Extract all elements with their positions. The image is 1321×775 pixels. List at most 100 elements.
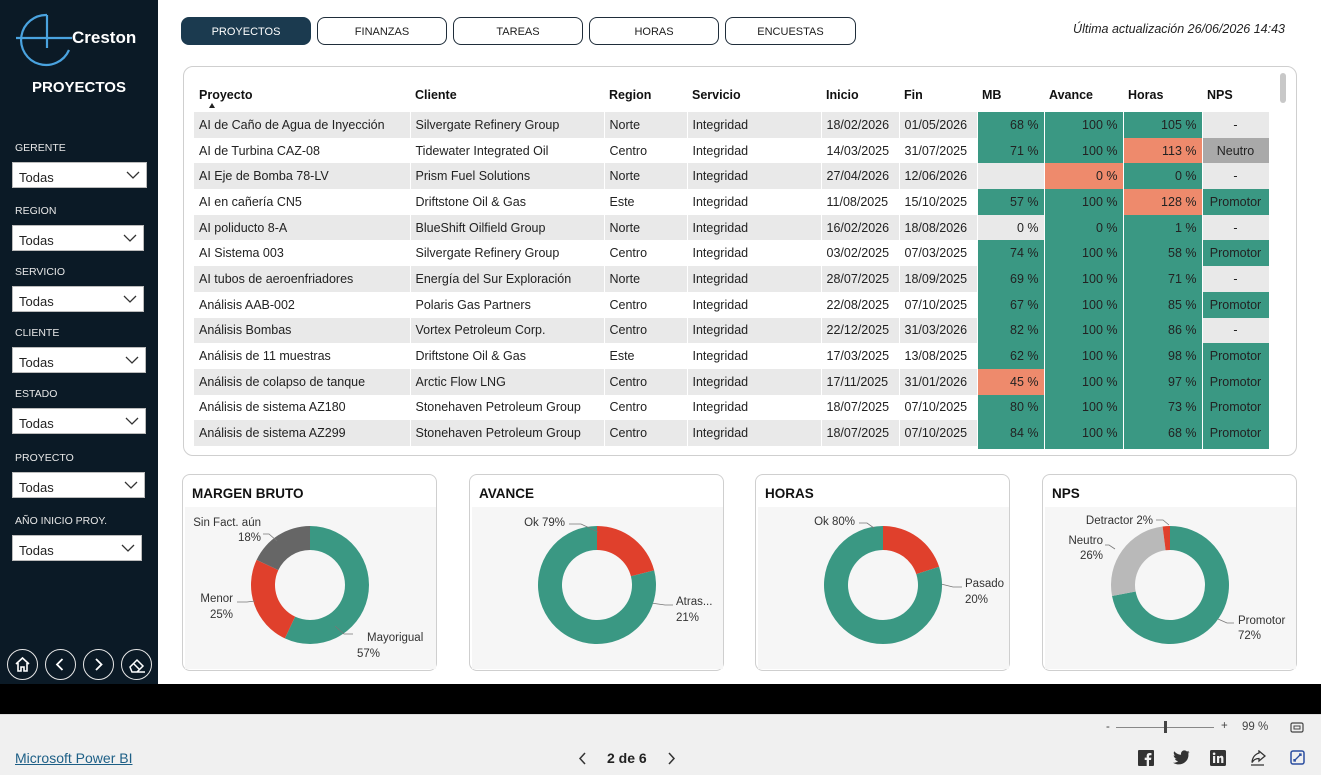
column-header-servicio[interactable]: Servicio xyxy=(692,87,741,102)
donut-slice-pasado[interactable] xyxy=(883,526,940,575)
column-header-nps[interactable]: NPS xyxy=(1207,87,1233,102)
kpi-card-nps[interactable]: NPS Promotor 72% Neutro 26% Detractor 2% xyxy=(1042,474,1297,671)
donut-slice-detractor[interactable] xyxy=(1162,526,1170,551)
cell-mb: 57 % xyxy=(977,189,1045,215)
table-row[interactable]: Análisis AAB-002 Polaris Gas Partners Cent… xyxy=(194,291,1269,318)
column-header-cliente[interactable]: Cliente xyxy=(415,87,457,102)
cell-cliente: Vortex Petroleum Corp. xyxy=(410,317,605,344)
tab-proyectos[interactable]: PROYECTOS xyxy=(181,17,311,45)
cell-region: Norte xyxy=(604,445,688,449)
cell-mb: 63 % xyxy=(977,445,1045,449)
filter-dropdown-proyecto[interactable]: Todas xyxy=(12,472,145,498)
cell-proyecto: AI en cañería CN5 xyxy=(194,189,411,215)
table-row[interactable]: AI de Turbina CAZ-08 Tidewater Integrated… xyxy=(194,137,1269,164)
filter-dropdown-cliente[interactable]: Todas xyxy=(12,347,146,373)
donut-slice-neutro[interactable] xyxy=(1111,526,1166,597)
tab-tareas[interactable]: TAREAS xyxy=(453,17,583,45)
donut-slice-ok[interactable] xyxy=(538,526,656,644)
next-page-icon[interactable] xyxy=(666,752,676,765)
cell-inicio: 17/11/2025 xyxy=(821,368,900,395)
cell-proyecto: Análisis de sistema AZ299 xyxy=(194,420,411,446)
cell-inicio: 23/06/2025 xyxy=(821,445,900,449)
cell-horas: 0 % xyxy=(1123,163,1203,190)
column-header-horas[interactable]: Horas xyxy=(1128,87,1164,102)
donut-slice-promotor[interactable] xyxy=(1112,526,1229,644)
donut-slice-sin-fact-aun[interactable] xyxy=(256,526,310,571)
table-row[interactable]: AI de Caño de Agua de Inyección Silvergat… xyxy=(194,112,1269,138)
filter-label-cliente: CLIENTE xyxy=(15,327,60,339)
column-header-proyecto[interactable]: Proyecto xyxy=(199,87,253,102)
table-header-row: Proyecto Cliente Region Servicio Inicio Fin MB… xyxy=(194,77,1269,112)
canvas-bottom-bar xyxy=(0,684,1321,714)
filter-dropdown-ano-inicio-proy[interactable]: Todas xyxy=(12,535,142,561)
filter-dropdown-region[interactable]: Todas xyxy=(12,225,144,251)
fullscreen-icon[interactable] xyxy=(1290,750,1305,765)
cell-horas: 73 % xyxy=(1123,394,1203,421)
column-header-avance[interactable]: Avance xyxy=(1049,87,1094,102)
donut-slice-mayorigual[interactable] xyxy=(284,526,369,644)
filter-value: Todas xyxy=(19,355,54,370)
cell-proyecto: Análisis AAB-002 xyxy=(194,291,411,318)
table-row[interactable]: Análisis de TermocuplasSilvergate Refine… xyxy=(194,445,1269,449)
zoom-in-button[interactable]: + xyxy=(1221,720,1228,732)
facebook-icon[interactable] xyxy=(1138,750,1154,766)
table-row[interactable]: AI Eje de Bomba 78-LV Prism Fuel Solution… xyxy=(194,163,1269,190)
zoom-out-button[interactable]: - xyxy=(1106,721,1110,733)
filter-dropdown-gerente[interactable]: Todas xyxy=(12,162,147,188)
linkedin-icon[interactable] xyxy=(1210,750,1226,766)
table-row[interactable]: Análisis de colapso de tanque Arctic Flow… xyxy=(194,368,1269,395)
donut-slice-ok[interactable] xyxy=(824,526,942,644)
cell-proyecto: Análisis Bombas xyxy=(194,317,411,344)
projects-table[interactable]: Proyecto Cliente Region Servicio Inicio Fin MB… xyxy=(194,77,1269,449)
home-button[interactable] xyxy=(7,649,38,680)
zoom-slider-thumb[interactable] xyxy=(1164,721,1167,733)
powerbi-link[interactable]: Microsoft Power BI xyxy=(15,750,133,766)
filter-dropdown-servicio[interactable]: Todas xyxy=(12,286,144,312)
cell-fin: 31/03/2026 xyxy=(899,317,978,344)
table-row[interactable]: AI poliducto 8-A BlueShift Oilfield Group… xyxy=(194,214,1269,241)
cell-horas: 97 % xyxy=(1123,368,1203,395)
chevron-left-icon xyxy=(55,658,64,671)
table-row[interactable]: Análisis de sistema AZ299 Stonehaven Petr… xyxy=(194,420,1269,446)
tab-finanzas[interactable]: FINANZAS xyxy=(317,17,447,45)
slice-label: Promotor xyxy=(1238,615,1285,627)
kpi-card-avance[interactable]: AVANCE Atras... 21% Ok 79% xyxy=(469,474,724,671)
table-scrollbar[interactable] xyxy=(1280,73,1286,103)
cell-avance: 100 % xyxy=(1044,240,1124,267)
cell-nps: - xyxy=(1202,163,1269,190)
chevron-down-icon xyxy=(125,417,139,425)
table-row[interactable]: Análisis de sistema AZ180 Stonehaven Petr… xyxy=(194,394,1269,421)
brand-name: Creston xyxy=(72,28,137,47)
leader-line xyxy=(650,602,673,606)
column-header-inicio[interactable]: Inicio xyxy=(826,87,859,102)
kpi-card-horas[interactable]: HORAS Pasado 20% Ok 80% xyxy=(755,474,1010,671)
twitter-icon[interactable] xyxy=(1173,750,1190,765)
donut-chart: Mayorigual 57% Menor 25% Sin Fact. aún 18% xyxy=(193,517,423,660)
cell-inicio: 18/02/2026 xyxy=(821,112,900,138)
table-row[interactable]: AI en cañería CN5 Driftstone Oil & Gas Est… xyxy=(194,189,1269,215)
donut-slice-atras[interactable] xyxy=(597,526,655,577)
column-header-mb[interactable]: MB xyxy=(982,87,1002,102)
table-row[interactable]: AI Sistema 003 Silvergate Refinery Group C… xyxy=(194,240,1269,267)
fit-to-page-icon[interactable] xyxy=(1290,722,1304,733)
filter-dropdown-estado[interactable]: Todas xyxy=(12,408,146,434)
forward-button[interactable] xyxy=(83,649,114,680)
cell-avance: 100 % xyxy=(1044,343,1124,369)
column-header-fin[interactable]: Fin xyxy=(904,87,923,102)
cell-nps: Promotor xyxy=(1202,445,1269,449)
table-row[interactable]: Análisis Bombas Vortex Petroleum Corp. Cen… xyxy=(194,317,1269,344)
table-row[interactable]: AI tubos de aeroenfriadores Energía del S… xyxy=(194,266,1269,292)
tab-horas[interactable]: HORAS xyxy=(589,17,719,45)
sort-ascending-icon[interactable] xyxy=(209,103,215,108)
kpi-card-margen-bruto[interactable]: MARGEN BRUTO Mayorigual 57% Menor 25% Sin Fac… xyxy=(182,474,437,671)
last-update-text: Última actualización 26/06/2026 14:43 xyxy=(1073,22,1285,36)
tab-encuestas[interactable]: ENCUESTAS xyxy=(725,17,856,45)
column-header-region[interactable]: Region xyxy=(609,87,652,102)
donut-slice-menor[interactable] xyxy=(251,559,296,639)
back-button[interactable] xyxy=(45,649,76,680)
clear-filters-button[interactable] xyxy=(121,649,152,680)
cell-servicio: Integridad xyxy=(687,214,822,241)
previous-page-icon[interactable] xyxy=(578,752,588,765)
share-icon[interactable] xyxy=(1250,750,1266,766)
table-row[interactable]: Análisis de 11 muestras Driftstone Oil & … xyxy=(194,343,1269,369)
